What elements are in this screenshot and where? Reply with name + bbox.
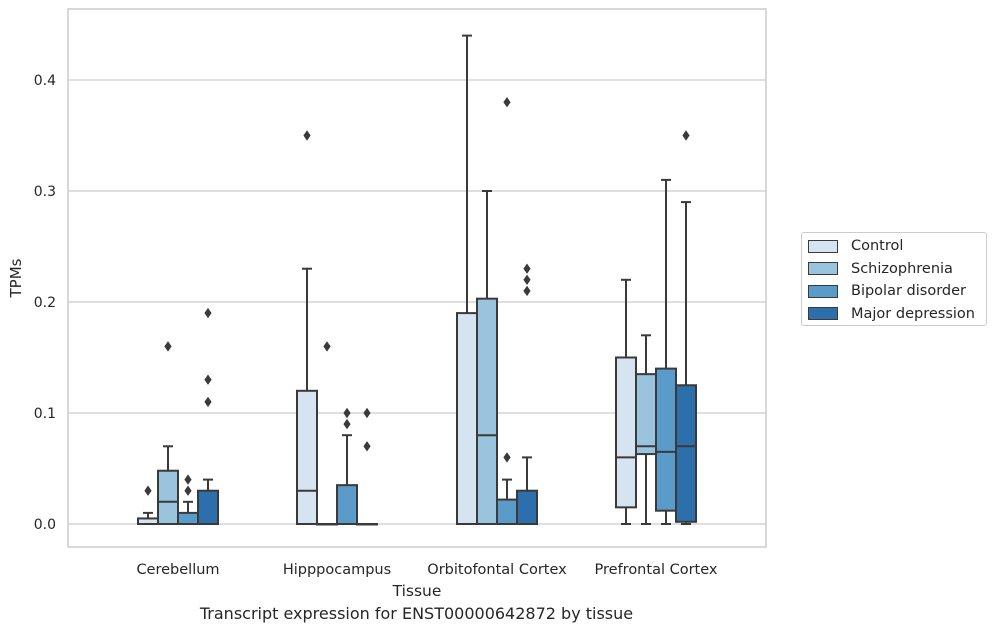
- x-tick-label: Cerebellum: [136, 562, 219, 578]
- outlier-point: [523, 274, 531, 285]
- chart-title: Transcript expression for ENST0000064287…: [199, 604, 634, 623]
- legend-item: Schizophrenia: [808, 259, 953, 279]
- box-iqr: [157, 469, 179, 525]
- y-tick-labels: 0.0 0.1 0.2 0.3 0.4: [34, 73, 56, 533]
- box-control: [615, 278, 637, 525]
- y-tick-label: 0.1: [34, 406, 56, 422]
- outlier-point: [204, 374, 212, 385]
- legend-label: Major depression: [851, 305, 975, 322]
- box-iqr: [197, 489, 219, 526]
- outlier-point: [343, 407, 351, 419]
- legend-item: Control: [808, 236, 903, 256]
- outlier-point: [503, 452, 511, 463]
- box-control: [137, 485, 159, 526]
- outlier-point: [343, 418, 351, 430]
- box-iqr: [615, 356, 637, 509]
- outlier-point: [204, 396, 212, 408]
- box-iqr: [476, 297, 498, 526]
- outlier-point: [363, 441, 371, 452]
- box-iqr: [456, 312, 478, 525]
- box-schizophrenia: [316, 341, 338, 526]
- outlier-point: [184, 485, 192, 496]
- outlier-point: [503, 97, 511, 108]
- box-bipolar-disorder: [177, 474, 199, 526]
- box-iqr: [655, 367, 677, 512]
- y-tick-label: 0.2: [34, 295, 56, 311]
- box-schizophrenia: [476, 190, 498, 526]
- box-plot-groups: [137, 34, 697, 526]
- box-iqr: [336, 484, 358, 525]
- y-tick-label: 0.4: [34, 73, 56, 89]
- outlier-point: [184, 474, 192, 485]
- box-iqr: [516, 489, 538, 526]
- outlier-point: [323, 341, 331, 352]
- box-schizophrenia: [635, 334, 657, 525]
- outlier-point: [303, 130, 311, 141]
- legend-swatch: [808, 307, 838, 320]
- box-iqr: [635, 373, 657, 456]
- legend-swatch: [808, 284, 838, 298]
- outlier-point: [523, 285, 531, 297]
- box-iqr: [296, 389, 318, 525]
- box-control: [456, 34, 478, 525]
- legend-label: Schizophrenia: [851, 260, 953, 277]
- legend-label: Control: [851, 238, 904, 254]
- outlier-point: [204, 307, 212, 319]
- legend-item: Major depression: [808, 304, 975, 324]
- y-axis-label: TPMs: [7, 258, 25, 298]
- box-bipolar-disorder: [496, 97, 518, 525]
- box-major-depression: [197, 307, 219, 526]
- box-bipolar-disorder: [655, 178, 677, 525]
- legend-swatch: [808, 262, 838, 275]
- x-axis-label: Tissue: [392, 582, 442, 600]
- outlier-point: [363, 407, 371, 419]
- outlier-point: [144, 485, 152, 496]
- legend-label: Bipolar disorder: [851, 283, 966, 299]
- outlier-point: [682, 130, 690, 141]
- x-tick-label: Prefrontal Cortex: [595, 562, 718, 578]
- plot-area-frame: [67, 8, 767, 548]
- box-iqr: [177, 511, 199, 526]
- box-schizophrenia: [157, 341, 179, 525]
- legend-swatch: [808, 239, 838, 253]
- y-tick-label: 0.3: [34, 184, 56, 200]
- box-major-depression: [516, 263, 538, 526]
- outlier-point: [164, 341, 172, 352]
- legend-item: Bipolar disorder: [808, 281, 966, 301]
- outlier-point: [523, 263, 531, 274]
- box-major-depression: [356, 407, 378, 526]
- box-iqr: [496, 498, 518, 525]
- box-control: [296, 130, 318, 525]
- x-tick-label: Orbitofontal Cortex: [427, 562, 567, 578]
- box-bipolar-disorder: [336, 407, 358, 525]
- x-tick-label: Hipppocampus: [283, 562, 391, 578]
- box-iqr: [675, 384, 697, 523]
- legend: Control Schizophrenia Bipolar disorder Majo…: [801, 232, 987, 326]
- x-tick-labels: Cerebellum Hipppocampus Orbitofontal Corte…: [136, 562, 717, 578]
- box-major-depression: [675, 130, 697, 525]
- y-tick-label: 0.0: [34, 517, 56, 533]
